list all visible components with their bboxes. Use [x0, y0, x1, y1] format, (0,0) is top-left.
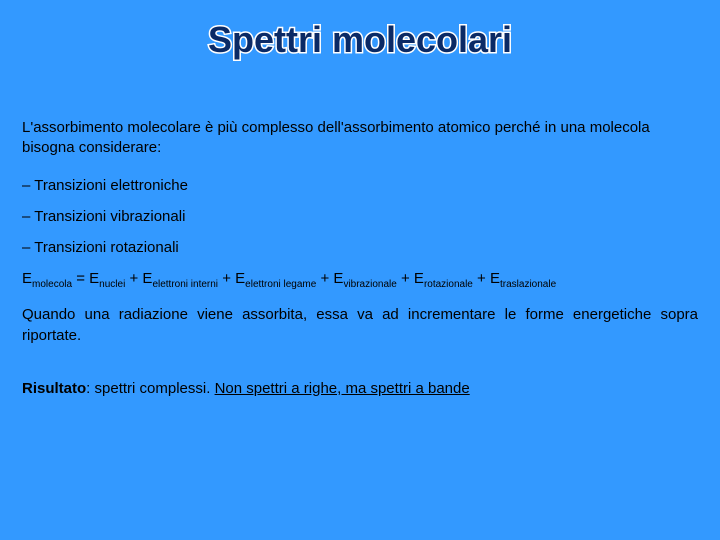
radiation-text: Quando una radiazione viene assorbita, e… — [22, 304, 698, 346]
result-plain: spettri complessi. — [95, 380, 215, 397]
result-sep: : — [86, 380, 94, 397]
slide-content: L'assorbimento molecolare è più compless… — [22, 118, 698, 397]
result-underline: Non spettri a righe, ma spettri a bande — [215, 380, 470, 397]
result-line: Risultato: spettri complessi. Non spettr… — [22, 380, 698, 397]
svg-text:Spettri molecolari: Spettri molecolari — [208, 19, 512, 60]
energy-equation: Emolecola = Enuclei + Eelettroni interni… — [22, 270, 698, 290]
bullet-item: – Transizioni elettroniche — [22, 177, 698, 194]
intro-text: L'assorbimento molecolare è più compless… — [22, 118, 698, 159]
result-lead: Risultato — [22, 380, 86, 397]
bullet-item: – Transizioni rotazionali — [22, 239, 698, 256]
bullet-item: – Transizioni vibrazionali — [22, 208, 698, 225]
slide-title: Spettri molecolari — [0, 12, 720, 73]
bullet-list: – Transizioni elettroniche – Transizioni… — [22, 177, 698, 256]
